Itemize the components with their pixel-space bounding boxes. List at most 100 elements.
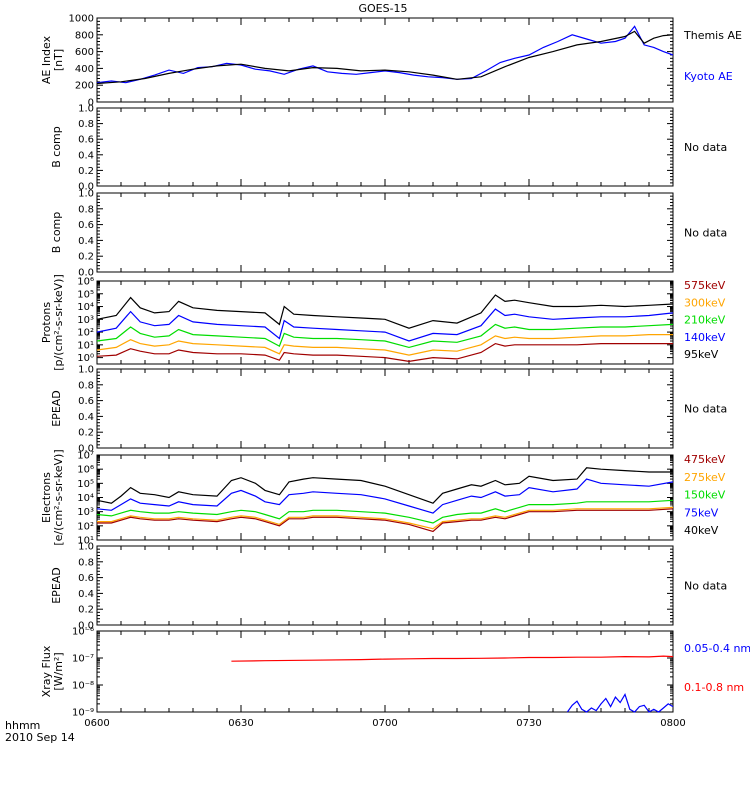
legend-entry: 0.1-0.8 nm [684, 681, 744, 694]
panel-xray: 10⁻⁹ 10⁻⁸ 10⁻⁷ 10⁻⁶ Xray Flux [W/m²] 0.05-0.4 … [40, 627, 750, 719]
legend-entry: 575keV [684, 279, 726, 292]
y-tick-label: 0.4 [78, 412, 94, 423]
legend-entry: No data [684, 227, 727, 240]
y-tick-label: 1.0 [78, 189, 94, 200]
series-line-475kev [97, 508, 674, 533]
x-tick-label: 0600 [84, 718, 109, 729]
series-line-0-1-0-8-nm [231, 655, 674, 662]
series-line-0-05-0-4-nm [566, 693, 674, 713]
series-line-95kev [96, 294, 674, 329]
panels-container: 0 200 400 600 800 1000 AE Index [nT] Themis AE Ky… [40, 14, 750, 719]
y-tick-label: 200 [75, 81, 94, 92]
y-tick-label: 10⁻⁸ [72, 681, 94, 692]
y-tick-label: 0.2 [78, 252, 94, 263]
y-tick-label: 600 [75, 47, 94, 58]
y-tick-label: 0.8 [78, 380, 94, 391]
series-line-210kev [96, 323, 674, 349]
panel-frame [96, 545, 674, 626]
y-tick-label: 10⁶ [77, 465, 94, 476]
panel-frame [96, 107, 674, 187]
legend-entry: 210keV [684, 314, 726, 327]
y-axis-label: Xray Flux [40, 645, 53, 697]
legend-entry: 475keV [684, 453, 726, 466]
y-tick-label: 10⁶ [77, 277, 94, 288]
y-axis-label: [p/(cm²-s-sr-keV)] [52, 274, 65, 371]
y-tick-label: 0.6 [78, 573, 94, 584]
x-tick-label: 0730 [516, 718, 541, 729]
series-line-150kev [96, 499, 674, 524]
x-tick-label: 0630 [228, 718, 253, 729]
time-axis-unit-label: hhmm [5, 719, 40, 732]
series-line-themis-ae [96, 30, 674, 85]
y-axis-label: Electrons [40, 472, 53, 523]
series-line-275kev [97, 506, 674, 530]
y-tick-label: 0.8 [78, 119, 94, 130]
panel-frame [96, 630, 674, 713]
legend-entry: 300keV [684, 296, 726, 309]
legend-entry: 150keV [684, 489, 726, 502]
y-tick-label: 10¹ [77, 340, 94, 351]
y-tick-label: 0.0 [78, 182, 94, 193]
y-tick-label: 10⁴ [77, 493, 94, 504]
y-axis-label: [W/m²] [52, 652, 65, 690]
y-tick-label: 0.2 [78, 166, 94, 177]
y-tick-label: 0.8 [78, 204, 94, 215]
y-tick-label: 10⁻⁹ [72, 708, 94, 719]
y-axis-label: EPEAD [50, 567, 63, 604]
y-tick-label: 0.0 [78, 444, 94, 455]
y-tick-label: 10³ [77, 315, 94, 326]
y-tick-label: 0.4 [78, 589, 94, 600]
y-axis-label: [e/(cm²-s-sr-keV)] [52, 449, 65, 545]
panel-b-comp-2: 0.0 0.2 0.4 0.6 0.8 1.0 B comp No data [50, 189, 727, 279]
series-line-kyoto-ae [96, 25, 674, 84]
chart-title: GOES-15 [358, 2, 407, 15]
time-axis-ticks: 0600 0630 0700 0730 0800 [84, 718, 685, 729]
y-tick-label: 0 [88, 98, 94, 109]
panel-b-comp-1: 0.0 0.2 0.4 0.6 0.8 1.0 B comp No data [50, 104, 727, 193]
legend-entry: No data [684, 141, 727, 154]
y-tick-label: 0.8 [78, 557, 94, 568]
y-tick-label: 400 [75, 64, 94, 75]
y-tick-label: 10² [77, 328, 94, 339]
y-tick-label: 0.4 [78, 236, 94, 247]
y-axis-label: B comp [50, 126, 63, 168]
legend-entry: No data [684, 403, 727, 416]
panel-frame [96, 192, 674, 273]
legend-entry: 40keV [684, 524, 719, 537]
y-tick-label: 10² [77, 521, 94, 532]
x-tick-label: 0700 [372, 718, 397, 729]
y-tick-label: 0.4 [78, 150, 94, 161]
panel-frame [96, 368, 674, 449]
y-tick-label: 0.0 [78, 268, 94, 279]
series-line-300kev [96, 334, 673, 356]
legend-entry: 95keV [684, 348, 719, 361]
y-tick-label: 0.6 [78, 396, 94, 407]
y-axis-label: B comp [50, 212, 63, 254]
series-line-575kev [96, 342, 673, 363]
series-line-75kev [96, 478, 674, 514]
y-tick-label: 10⁰ [77, 353, 94, 364]
y-axis-label: [nT] [52, 49, 65, 71]
y-tick-label: 0.2 [78, 428, 94, 439]
y-tick-label: 10⁵ [77, 479, 94, 490]
legend-entry: No data [684, 580, 727, 593]
panel-frame [96, 280, 674, 365]
y-tick-label: 10³ [77, 507, 94, 518]
panel-electrons: 10¹ 10² 10³ 10⁴ 10⁵ 10⁶ 10⁷ Electrons [e/(cm²-s-… [40, 449, 726, 546]
y-tick-label: 10⁷ [77, 451, 94, 462]
panel-epead-2: 0.0 0.2 0.4 0.6 0.8 1.0 EPEAD No data [50, 542, 727, 632]
y-axis-label: Protons [40, 302, 53, 343]
y-axis-label: EPEAD [50, 390, 63, 427]
y-axis-label: AE Index [40, 35, 53, 84]
legend-entry: 0.05-0.4 nm [684, 642, 750, 655]
y-tick-label: 0.6 [78, 135, 94, 146]
legend-entry: 140keV [684, 331, 726, 344]
y-tick-label: 1000 [69, 14, 94, 25]
y-tick-label: 10⁴ [77, 302, 94, 313]
y-tick-label: 10¹ [77, 536, 94, 547]
y-tick-label: 10⁻⁷ [72, 654, 94, 665]
x-tick-label: 0800 [660, 718, 685, 729]
panel-ae-index: 0 200 400 600 800 1000 AE Index [nT] Themis AE Ky… [40, 14, 742, 109]
y-tick-label: 0.0 [78, 621, 94, 632]
